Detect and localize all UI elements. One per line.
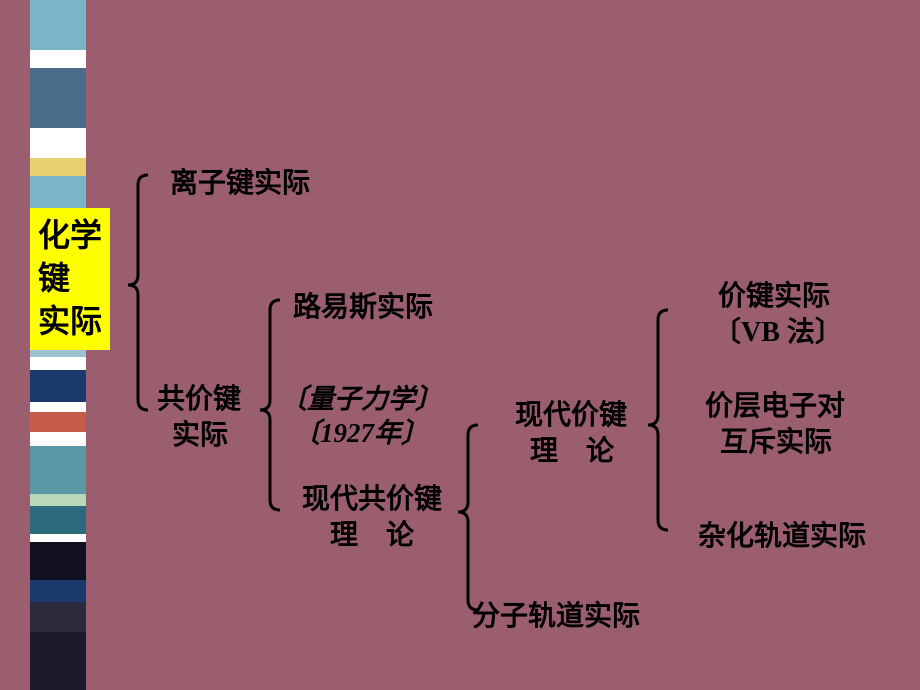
bracket — [648, 310, 668, 530]
bracket — [260, 300, 280, 510]
bracket — [458, 425, 478, 610]
bracket — [128, 175, 148, 410]
brackets-layer — [0, 0, 920, 690]
